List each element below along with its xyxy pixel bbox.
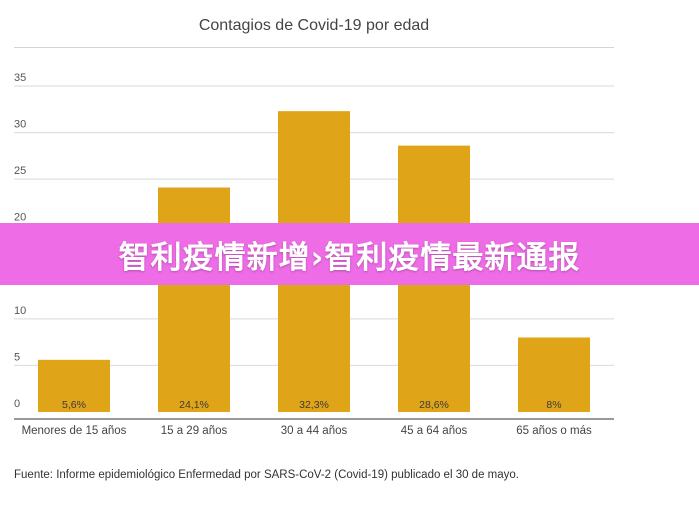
data-label-3: 32,3% (299, 399, 329, 411)
chart-source: Fuente: Informe epidemiológico Enfermeda… (14, 469, 519, 481)
bar-1 (38, 359, 110, 412)
title-divider (14, 47, 614, 48)
x-tick-label-3: 30 a 44 años (281, 425, 348, 437)
y-tick-label-20: 20 (14, 212, 26, 224)
x-tick-label-2: 15 a 29 años (161, 425, 228, 437)
y-tick-label-25: 25 (14, 165, 26, 177)
bar-5 (518, 337, 590, 412)
bar-2 (158, 187, 230, 412)
chart-title: Contagios de Covid-19 por edad (198, 17, 430, 34)
x-tick-label-5: 65 años o más (516, 425, 592, 437)
x-tick-label-4: 45 a 64 años (401, 425, 468, 437)
overlay-banner: 智利疫情新增›智利疫情最新通报 (0, 223, 699, 285)
x-tick-label-1: Menores de 15 años (22, 425, 127, 437)
y-tick-label-0: 0 (14, 398, 20, 410)
data-label-4: 28,6% (419, 399, 449, 411)
data-label-1: 5,6% (62, 399, 86, 411)
y-tick-label-10: 10 (14, 305, 26, 317)
y-tick-label-30: 30 (14, 119, 26, 131)
banner-text: 智利疫情新增›智利疫情最新通报 (118, 239, 581, 276)
data-label-5: 8% (546, 399, 561, 411)
y-tick-label-35: 35 (14, 72, 26, 84)
y-tick-label-5: 5 (14, 351, 20, 363)
data-label-2: 24,1% (179, 399, 209, 411)
